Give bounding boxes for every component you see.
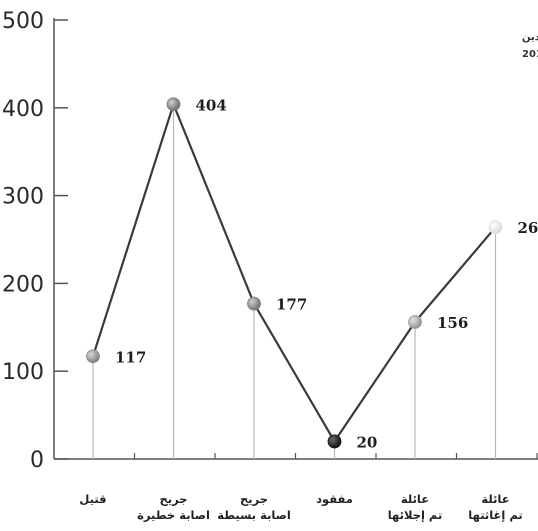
y-axis: 0 100 200 300 400 500 [2, 9, 68, 473]
data-label: 156 [437, 314, 468, 332]
y-tick-label: 0 [30, 448, 44, 473]
chart-title-line-2: منذ بداية الاشتباكات في 26 /8/ 2018 الى … [522, 49, 538, 60]
data-points [86, 97, 503, 449]
data-point [247, 296, 261, 311]
x-category-label: عائلة تم إجلائها [388, 492, 443, 522]
data-label: 177 [276, 296, 307, 314]
x-category-label: قتيل [79, 492, 106, 506]
x-category-label: جريح اصابة خطيرة [137, 492, 210, 522]
x-category-label: جريح اصابة بسيطة [217, 492, 291, 522]
data-point [408, 315, 422, 329]
y-tick-label: 200 [2, 272, 44, 297]
x-category-label: عائلة تم إغاثتها [468, 492, 522, 522]
chart-title: رسم بياني يوضح إجمالي الوفيات والجرحى وا… [522, 32, 538, 60]
data-point [166, 97, 181, 112]
drop-lines [92, 104, 497, 459]
x-axis [54, 453, 538, 460]
y-tick-label: 400 [2, 97, 44, 122]
series-line-path [91, 103, 497, 443]
data-labels: 117 404 177 20 156 264 [115, 96, 538, 451]
data-point [488, 220, 503, 235]
y-tick-label: 100 [2, 360, 44, 385]
chart-title-line-1: رسم بياني يوضح إجمالي الوفيات والجرحى وا… [522, 32, 538, 43]
series-line [91, 103, 497, 443]
data-label: 117 [115, 348, 146, 366]
data-point [327, 434, 342, 449]
data-label: 404 [196, 96, 227, 114]
y-tick-label: 500 [2, 9, 44, 34]
data-point [86, 349, 100, 364]
data-label: 264 [518, 219, 538, 237]
y-tick-label: 300 [2, 185, 44, 210]
data-label: 20 [357, 433, 378, 451]
x-category-label: مفقود [316, 492, 353, 507]
